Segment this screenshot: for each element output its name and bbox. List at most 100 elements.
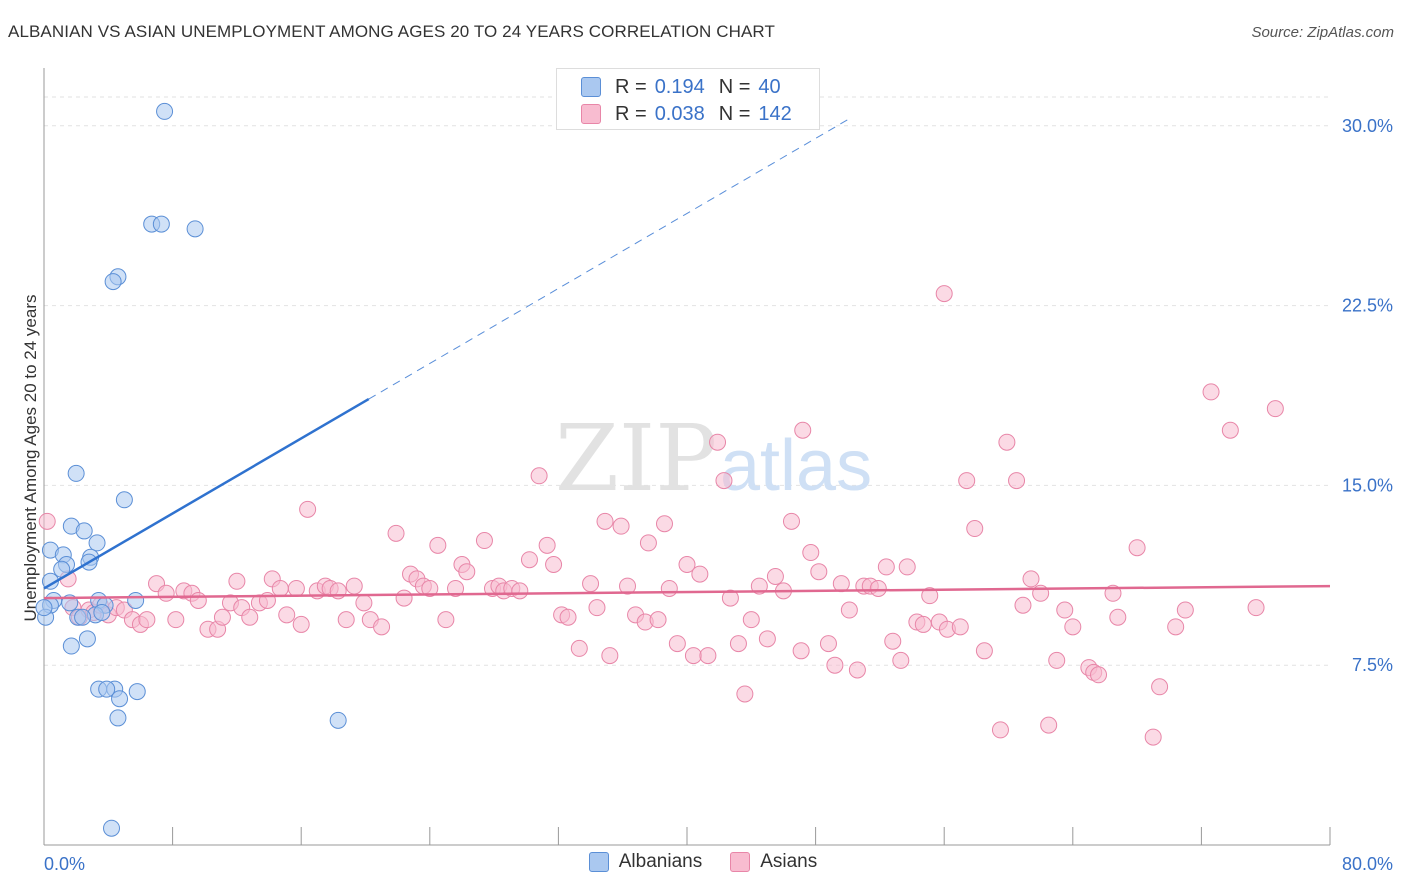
albanians-swatch <box>588 852 609 872</box>
asians-point <box>782 512 800 530</box>
asians-point <box>921 587 939 605</box>
asians-point <box>582 575 600 593</box>
asians-point <box>530 467 548 485</box>
asians-point <box>355 594 373 612</box>
asians-point <box>1167 618 1185 636</box>
asians-point <box>189 591 207 609</box>
asians-point <box>639 534 657 552</box>
asians-point <box>559 608 577 626</box>
r-value: 0.038 <box>654 102 705 125</box>
asians-point <box>914 615 932 633</box>
asians-point <box>373 618 391 636</box>
asians-point <box>1090 666 1108 684</box>
albanians-point <box>152 215 170 233</box>
asians-point <box>619 577 637 595</box>
x-tick-label: 0.0% <box>44 854 85 874</box>
asians-point <box>898 558 916 576</box>
asians-point <box>709 433 727 451</box>
asians-point <box>1048 651 1066 669</box>
asians-point <box>520 551 538 569</box>
albanians-point <box>127 591 145 609</box>
asians-point <box>271 579 289 597</box>
asians-point <box>421 579 439 597</box>
asians-point <box>1266 400 1284 418</box>
asians-point <box>213 608 231 626</box>
albanians-point <box>75 522 93 540</box>
asians-point <box>588 599 606 617</box>
legend-item-albanians: Albanians <box>588 851 702 873</box>
albanians-point <box>186 220 204 238</box>
asians-point <box>1109 608 1127 626</box>
asians-point <box>1176 601 1194 619</box>
chart-title: ALBANIAN VS ASIAN UNEMPLOYMENT AMONG AGE… <box>8 22 775 41</box>
asians-point <box>278 606 296 624</box>
albanians-point <box>35 599 53 617</box>
asians-point <box>840 601 858 619</box>
asians-point <box>998 433 1016 451</box>
y-tick-label: 15.0% <box>1342 475 1393 495</box>
asians-point <box>228 572 246 590</box>
asians-point <box>1151 678 1169 696</box>
asians-point <box>819 635 837 653</box>
asians-point <box>802 544 820 562</box>
asians-point <box>884 632 902 650</box>
asians-point <box>1202 383 1220 401</box>
albanians-trend-extension <box>368 119 849 400</box>
asians-point <box>729 635 747 653</box>
y-tick-label: 22.5% <box>1342 296 1393 316</box>
asians-point <box>287 579 305 597</box>
albanians-point <box>67 464 85 482</box>
asians-point <box>167 611 185 629</box>
asians-point <box>715 472 733 490</box>
asians-point <box>826 656 844 674</box>
asians-point <box>958 472 976 490</box>
asians-point <box>742 611 760 629</box>
asians-point <box>1040 716 1058 734</box>
y-tick-label: 30.0% <box>1342 116 1393 136</box>
asians-point <box>601 647 619 665</box>
asians-point <box>387 524 405 542</box>
asians-point <box>655 515 673 533</box>
asians-point <box>691 565 709 583</box>
albanians-trend-line <box>43 397 370 590</box>
asians-point <box>292 615 310 633</box>
asians-point <box>792 642 810 660</box>
asians-point <box>1022 570 1040 588</box>
legend-label-asians: Asians <box>760 851 818 872</box>
asians-point <box>758 630 776 648</box>
albanians-swatch <box>581 77 601 97</box>
asians-point <box>612 517 630 535</box>
albanians-point <box>329 711 347 729</box>
albanians-point <box>156 102 174 120</box>
asians-point <box>699 647 717 665</box>
n-label: N = <box>718 102 751 125</box>
asians-point <box>721 589 739 607</box>
albanians-point <box>128 683 146 701</box>
r-label: R = <box>615 102 647 125</box>
albanians-point <box>98 680 116 698</box>
asians-point <box>660 579 678 597</box>
asians-point <box>668 635 686 653</box>
asians-point <box>570 639 588 657</box>
asians-point <box>832 575 850 593</box>
source-label: Source: ZipAtlas.com <box>1251 24 1394 41</box>
albanians-point <box>74 608 92 626</box>
asians-point <box>892 651 910 669</box>
asians-point <box>935 285 953 303</box>
asians-point <box>1247 599 1265 617</box>
asians-point <box>458 563 476 581</box>
asians-trend-line <box>43 584 1331 600</box>
asians-point <box>1064 618 1082 636</box>
asians-point <box>750 577 768 595</box>
asians-point <box>511 582 529 600</box>
asians-point <box>241 608 259 626</box>
asians-point <box>1014 596 1032 614</box>
asians-point <box>736 685 754 703</box>
asians-point <box>138 611 156 629</box>
asians-point <box>848 661 866 679</box>
asians-point <box>596 512 614 530</box>
asians-swatch <box>581 104 601 124</box>
asians-point <box>684 647 702 665</box>
legend-item-asians: Asians <box>730 851 817 873</box>
